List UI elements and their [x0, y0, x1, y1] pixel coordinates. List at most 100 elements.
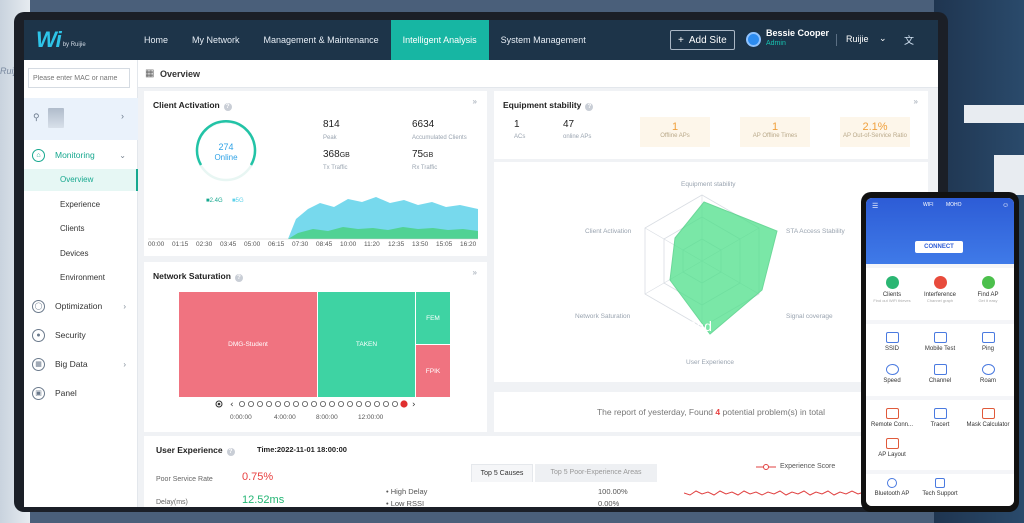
x-tick: 13:50 — [412, 241, 429, 248]
sidebar-sub-clients[interactable]: Clients — [60, 224, 85, 233]
language-icon[interactable]: 文 — [904, 36, 914, 47]
ap-out-of-service-box[interactable]: 2.1% AP Out-of-Service Ratio — [840, 117, 910, 147]
avatar[interactable] — [746, 32, 761, 47]
phone-item-label: Channel — [928, 378, 952, 384]
chevron-down-icon[interactable]: ⌄ — [879, 33, 887, 43]
mobile-test-icon — [933, 332, 947, 343]
phone-header: ☰ WIFI MOHO ☺ CONNECT — [866, 198, 1014, 264]
nav-intelligent-analysis[interactable]: Intelligent Analysis — [390, 20, 489, 60]
phone-item-ping[interactable]: Ping — [964, 332, 1012, 352]
phone-item-mobile-test[interactable]: Mobile Test — [916, 332, 964, 352]
phone-item-channel[interactable]: Channel — [916, 364, 964, 384]
connect-button[interactable]: CONNECT — [915, 241, 963, 253]
legend-5g: ■5G — [232, 198, 244, 204]
next-icon[interactable]: › — [412, 400, 416, 410]
card-title-text: Network Saturation — [153, 271, 231, 281]
sidebar-sub-experience[interactable]: Experience — [60, 200, 101, 209]
offline-aps-box[interactable]: 1 Offline APs — [640, 117, 710, 147]
x-tick: 06:15 — [268, 241, 285, 248]
phone-item-remote-conn[interactable]: Remote Conn... — [868, 408, 916, 428]
site-selector[interactable]: ⚲ › — [24, 98, 138, 140]
panel-icon: ▣ — [32, 386, 45, 400]
traffic-area-chart — [148, 197, 478, 240]
add-site-button[interactable]: + Add Site — [670, 30, 735, 50]
treemap-cell[interactable]: TAKEN — [318, 292, 415, 397]
slider-tick: 12:00:00 — [358, 414, 384, 421]
expand-icon[interactable]: » — [913, 97, 918, 106]
slider-steps — [238, 401, 398, 407]
sidebar-item-security[interactable]: ● Security — [24, 325, 138, 345]
online-label: Online — [214, 153, 238, 162]
slider-current-step[interactable] — [400, 400, 408, 408]
ssid-icon — [885, 332, 899, 343]
search-input[interactable] — [28, 68, 130, 88]
nav-management-maintenance[interactable]: Management & Maintenance — [263, 35, 379, 45]
play-icon[interactable] — [215, 400, 223, 408]
sidebar-sub-overview[interactable]: Overview — [24, 169, 138, 191]
sidebar-sub-devices[interactable]: Devices — [60, 249, 89, 258]
phone-item-mask-calculator[interactable]: Mask Calculator — [964, 408, 1012, 428]
cause-value: 0.00% — [598, 499, 620, 507]
expand-icon[interactable]: » — [472, 97, 477, 106]
phone-item-label: Tech Support — [922, 491, 958, 497]
phone-item-bluetooth-ap[interactable]: Bluetooth AP — [868, 478, 916, 497]
cause-name: High Delay — [390, 487, 428, 496]
sidebar-item-panel[interactable]: ▣ Panel — [24, 383, 138, 403]
user-icon[interactable]: ☺ — [1002, 202, 1010, 209]
phone-item-sub: Channel graph — [926, 298, 954, 303]
phone-item-speed[interactable]: Speed — [868, 364, 916, 384]
help-icon[interactable]: ? — [226, 448, 235, 456]
treemap-cell[interactable]: DMG-Student — [179, 292, 317, 397]
mask-calculator-icon — [981, 408, 995, 419]
nav-my-network[interactable]: My Network — [192, 35, 240, 45]
brand-selector[interactable]: Ruijie — [846, 34, 869, 44]
nav-home[interactable]: Home — [144, 35, 169, 45]
rx-number: 75 — [412, 149, 424, 160]
phone-item-find-ap[interactable]: Find AP Get it easy — [964, 276, 1012, 303]
user-name[interactable]: Bessie Cooper — [766, 28, 830, 38]
tab-top5-poor-areas[interactable]: Top 5 Poor-Experience Areas — [535, 464, 657, 482]
help-icon[interactable]: ? — [234, 274, 243, 282]
phone-item-sub: Get it easy — [978, 298, 998, 303]
ap-offline-times-box[interactable]: 1 AP Offline Times — [740, 117, 810, 147]
sidebar-item-label: Panel — [55, 388, 77, 398]
phone-item-ssid[interactable]: SSID — [868, 332, 916, 352]
help-icon[interactable]: ? — [585, 103, 594, 111]
phone-item-clients[interactable]: Clients Find out WiFi thieves — [868, 276, 916, 303]
help-icon[interactable]: ? — [223, 103, 232, 111]
menu-icon[interactable]: ☰ — [872, 203, 879, 210]
phone-tab-moho[interactable]: MOHO — [946, 202, 962, 208]
phone-item-label: SSID — [884, 346, 899, 352]
logo-subtitle: by Ruijie — [62, 42, 86, 48]
sidebar-item-big-data[interactable]: ▦ Big Data › — [24, 354, 138, 374]
expand-icon[interactable]: » — [472, 268, 477, 277]
sidebar-item-monitoring[interactable]: ⌂ Monitoring ⌄ — [24, 145, 138, 165]
legend-experience-score: Experience Score — [780, 463, 836, 470]
nav-system-management[interactable]: System Management — [500, 35, 586, 45]
tx-value: 368GB — [323, 149, 350, 160]
phone-item-interference[interactable]: Interference Channel graph — [916, 276, 964, 303]
stability-radar-card: Bad Equipment stability STA Access Stabi… — [494, 162, 928, 382]
ap-offline-times-value: 1 — [771, 121, 779, 133]
phone-item-tech-support[interactable]: Tech Support — [916, 478, 964, 497]
acs-label: ACs — [514, 134, 526, 140]
phone-tab-wifi[interactable]: WIFI — [923, 202, 934, 208]
time-slider[interactable]: ‹ › — [214, 397, 424, 411]
peak-label: Peak — [323, 135, 337, 141]
treemap-cell[interactable]: FPIK — [416, 345, 450, 397]
phone-item-tracert[interactable]: Tracert — [916, 408, 964, 428]
x-tick: 05:00 — [244, 241, 261, 248]
tab-top5-causes[interactable]: Top 5 Causes — [471, 464, 533, 482]
phone-item-ap-layout[interactable]: AP Layout — [868, 438, 916, 458]
online-gauge: 274 Online — [195, 120, 257, 182]
sidebar-item-optimization[interactable]: ◯ Optimization › — [24, 296, 138, 316]
phone-item-roam[interactable]: Roam — [964, 364, 1012, 384]
sidebar-sub-environment[interactable]: Environment — [60, 273, 105, 282]
ux-time: Time:2022-11-01 18:00:00 — [257, 445, 347, 454]
prev-icon[interactable]: ‹ — [230, 400, 234, 410]
report-count[interactable]: 4 — [715, 407, 721, 417]
cause-name: Low RSSI — [390, 499, 425, 507]
treemap-cell[interactable]: FEM — [416, 292, 450, 344]
app-logo[interactable]: Wi by Ruijie — [24, 20, 132, 60]
radar-label: Client Activation — [585, 228, 632, 235]
